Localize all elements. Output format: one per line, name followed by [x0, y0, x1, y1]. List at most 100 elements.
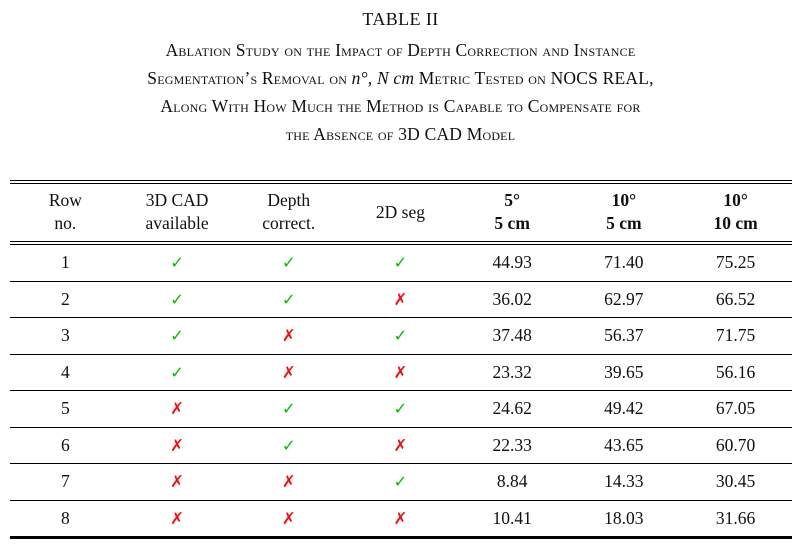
header-line: 10°: [723, 190, 748, 210]
cad-mark-cell: ✓: [121, 243, 233, 282]
depth-mark-cell: ✗: [233, 500, 345, 538]
table-row: 5 ✗ ✓ ✓ 24.62 49.42 67.05: [9, 390, 792, 428]
table-title: TABLE II: [362, 9, 439, 29]
metric-5deg-5cm-cell: 36.02: [456, 281, 569, 318]
cad-mark-cell: ✗: [121, 427, 233, 464]
depth-mark-cell: ✓: [232, 281, 345, 318]
metric-5deg-5cm-cell: 23.32: [456, 354, 569, 391]
depth-mark-cell: ✗: [232, 354, 345, 391]
caption-line: Segmentation’s Removal on n°, N cm Metri…: [0, 64, 801, 92]
metric-10deg-10cm-cell: 71.75: [679, 317, 792, 355]
seg-mark-icon: ✓: [393, 253, 408, 273]
metric-10deg-10cm-cell: 30.45: [679, 463, 792, 501]
header-line: 5 cm: [606, 213, 642, 233]
caption-line: Ablation Study on the Impact of Depth Co…: [165, 40, 636, 60]
cad-mark-icon: ✗: [170, 472, 184, 492]
metric-10deg-10cm-cell: 60.70: [679, 427, 792, 464]
metric-10deg-10cm-cell: 75.25: [679, 243, 792, 282]
col-header-10deg-10cm: 10° 10 cm: [679, 182, 792, 245]
seg-mark-cell: ✓: [344, 317, 457, 355]
row-no-cell: 1: [9, 243, 122, 282]
header-line: 5°: [504, 190, 521, 210]
ablation-table: Row no. 3D CAD available Depth correct. 2D …: [9, 180, 792, 539]
metric-10deg-5cm-cell: 49.42: [568, 390, 680, 428]
title-block: TABLE II Ablation Study on the Impact of…: [0, 0, 801, 148]
row-no-cell: 5: [9, 390, 122, 428]
cad-mark-icon: ✗: [170, 508, 184, 528]
cad-mark-cell: ✓: [121, 354, 233, 391]
metric-10deg-10cm-cell: 56.16: [679, 354, 792, 391]
depth-mark-cell: ✓: [232, 390, 345, 428]
depth-mark-icon: ✗: [281, 472, 296, 492]
cad-mark-icon: ✗: [170, 399, 184, 419]
caption-line: Along With How Much the Method is Capabl…: [160, 96, 641, 116]
row-no-cell: 7: [9, 463, 122, 501]
metric-10deg-5cm-cell: 71.40: [568, 243, 680, 282]
depth-mark-icon: ✓: [281, 399, 296, 419]
metric-10deg-5cm-cell: 14.33: [568, 463, 680, 501]
cad-mark-cell: ✗: [121, 390, 233, 428]
cad-mark-icon: ✓: [170, 362, 184, 382]
table-row: 8 ✗ ✗ ✗ 10.41 18.03 31.66: [10, 500, 792, 538]
depth-mark-cell: ✓: [232, 427, 345, 464]
col-header-depth-correct: Depth correct.: [232, 182, 345, 245]
metric-10deg-5cm-cell: 43.65: [568, 427, 680, 464]
metric-5deg-5cm-cell: 10.41: [492, 507, 532, 528]
col-header-10deg-5cm: 10° 5 cm: [568, 182, 680, 245]
seg-mark-icon: ✗: [393, 289, 408, 309]
seg-mark-icon: ✓: [393, 326, 408, 346]
caption-text: Segmentation’s Removal on: [147, 68, 352, 88]
col-header-5deg-5cm: 5° 5 cm: [456, 182, 569, 245]
header-line: 3D CAD: [145, 190, 209, 210]
math-metric: n°, N cm: [351, 68, 415, 88]
header-line: no.: [54, 213, 77, 233]
header-line: 2D seg: [375, 201, 425, 222]
header-line: Row: [48, 190, 82, 210]
seg-mark-icon: ✓: [393, 399, 408, 419]
row-no-cell: 3: [9, 317, 122, 355]
seg-mark-icon: ✗: [393, 435, 408, 455]
metric-5deg-5cm-cell: 37.48: [456, 317, 569, 355]
row-no-cell: 8: [60, 507, 70, 528]
table-row: 6 ✗ ✓ ✗ 22.33 43.65 60.70: [9, 427, 792, 464]
seg-mark-cell: ✓: [344, 243, 457, 282]
col-header-2d-seg: 2D seg: [344, 182, 457, 245]
cad-mark-icon: ✓: [170, 253, 184, 273]
header-line: correct.: [262, 213, 316, 233]
metric-5deg-5cm-cell: 22.33: [456, 427, 569, 464]
cad-mark-icon: ✗: [170, 435, 184, 455]
cad-mark-icon: ✓: [170, 326, 184, 346]
seg-mark-cell: ✓: [344, 390, 457, 428]
depth-mark-icon: ✗: [281, 326, 296, 346]
seg-mark-cell: ✗: [344, 427, 457, 464]
seg-mark-cell: ✓: [344, 463, 457, 501]
metric-10deg-5cm-cell: 18.03: [604, 507, 644, 528]
caption-line: the Absence of 3D CAD Model: [285, 124, 516, 144]
table-row: 1 ✓ ✓ ✓ 44.93 71.40 75.25: [9, 243, 792, 282]
metric-10deg-5cm-cell: 62.97: [568, 281, 680, 318]
seg-mark-icon: ✓: [393, 472, 408, 492]
metric-10deg-10cm-cell: 66.52: [679, 281, 792, 318]
depth-mark-icon: ✓: [281, 253, 296, 273]
row-no-cell: 4: [9, 354, 122, 391]
depth-mark-icon: ✗: [281, 508, 296, 528]
col-header-row-no: Row no.: [9, 182, 122, 245]
table-row: 3 ✓ ✗ ✓ 37.48 56.37 71.75: [9, 317, 792, 355]
metric-10deg-10cm-cell: 31.66: [715, 507, 756, 528]
cad-mark-icon: ✓: [170, 289, 184, 309]
seg-mark-icon: ✗: [393, 362, 408, 382]
caption-text: Metric Tested on NOCS REAL,: [414, 68, 654, 88]
header-line: 10°: [611, 190, 637, 210]
cad-mark-cell: ✗: [121, 500, 233, 538]
cad-mark-cell: ✓: [121, 281, 233, 318]
depth-mark-icon: ✓: [281, 435, 296, 455]
depth-mark-cell: ✓: [232, 243, 345, 282]
row-no-cell: 6: [9, 427, 122, 464]
metric-5deg-5cm-cell: 24.62: [456, 390, 569, 428]
depth-mark-cell: ✗: [232, 463, 345, 501]
metric-10deg-10cm-cell: 67.05: [679, 390, 792, 428]
table-row: 2 ✓ ✓ ✗ 36.02 62.97 66.52: [9, 281, 792, 318]
cad-mark-cell: ✓: [121, 317, 233, 355]
header-line: Depth: [267, 190, 311, 210]
seg-mark-icon: ✗: [393, 508, 408, 528]
